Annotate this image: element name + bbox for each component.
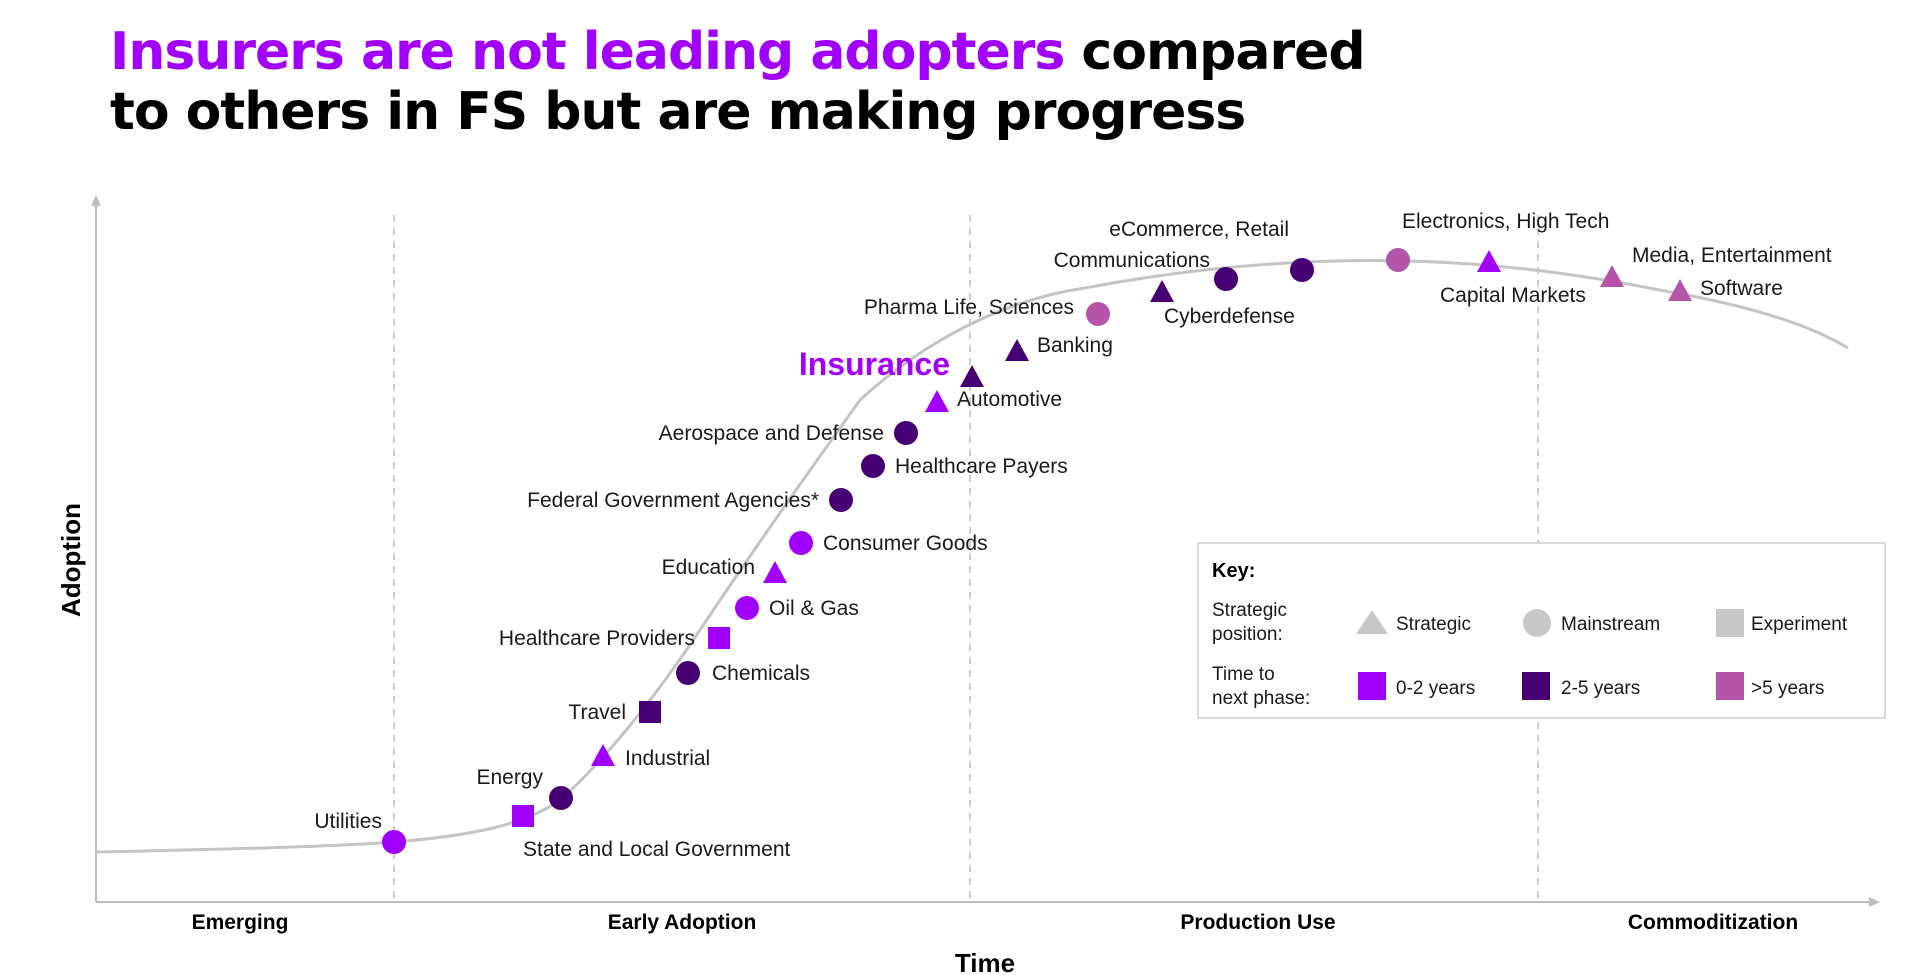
label-utilities: Utilities bbox=[314, 810, 382, 833]
marker-aerospace-and-defense bbox=[894, 421, 918, 445]
marker-cyberdefense bbox=[1214, 267, 1238, 291]
label-chemicals: Chemicals bbox=[712, 662, 810, 685]
marker-energy bbox=[549, 786, 573, 810]
label-electronics-high-tech: Electronics, High Tech bbox=[1402, 210, 1609, 233]
label-media-entertainment: Media, Entertainment bbox=[1632, 244, 1832, 267]
marker-travel bbox=[639, 701, 661, 723]
label-banking: Banking bbox=[1037, 334, 1113, 357]
marker-utilities bbox=[382, 830, 406, 854]
marker-oil-gas bbox=[735, 596, 759, 620]
key-0-2-years-text: 0-2 years bbox=[1396, 678, 1475, 699]
key-swatch-0-2-years bbox=[1358, 672, 1386, 700]
label-cyberdefense: Cyberdefense bbox=[1164, 305, 1295, 328]
marker-ecommerce-retail bbox=[1290, 258, 1314, 282]
label-healthcare-payers: Healthcare Payers bbox=[895, 455, 1068, 478]
label-federal-government-agencies: Federal Government Agencies* bbox=[527, 489, 819, 512]
marker-industrial bbox=[591, 744, 615, 766]
label-energy: Energy bbox=[476, 766, 543, 789]
marker-electronics-high-tech bbox=[1386, 248, 1410, 272]
adoption-curve bbox=[95, 259, 1849, 854]
label-capital-markets: Capital Markets bbox=[1440, 284, 1586, 307]
key-square-icon bbox=[1716, 609, 1744, 637]
marker-communications bbox=[1150, 280, 1174, 302]
marker-federal-government-agencies bbox=[829, 488, 853, 512]
key-time-label-1: Time to bbox=[1212, 664, 1275, 685]
label-ecommerce-retail: eCommerce, Retail bbox=[1109, 218, 1289, 241]
label-consumer-goods: Consumer Goods bbox=[823, 532, 988, 555]
label-healthcare-providers: Healthcare Providers bbox=[499, 627, 695, 650]
key-swatch-5-plus-years bbox=[1716, 672, 1744, 700]
x-axis-title: Time bbox=[955, 948, 1015, 975]
label-industrial: Industrial bbox=[625, 747, 710, 770]
key-circle-icon bbox=[1523, 609, 1551, 637]
marker-pharma-life-sciences bbox=[1086, 302, 1110, 326]
marker-capital-markets bbox=[1477, 250, 1501, 272]
phase-label-emerging: Emerging bbox=[192, 911, 289, 934]
phase-label-early-adoption: Early Adoption bbox=[608, 911, 757, 934]
title-accent: Insurers are not leading adopters bbox=[110, 22, 1065, 82]
key-time-label-2: next phase: bbox=[1212, 688, 1310, 709]
key-strategic-label-1: Strategic bbox=[1212, 600, 1287, 621]
label-oil-gas: Oil & Gas bbox=[769, 597, 859, 620]
phase-label-commoditization: Commoditization bbox=[1628, 911, 1798, 934]
title-rest: compared bbox=[1064, 22, 1365, 82]
key-heading: Key: bbox=[1212, 560, 1255, 582]
marker-consumer-goods bbox=[789, 531, 813, 555]
label-insurance: Insurance bbox=[799, 346, 950, 382]
marker-education bbox=[763, 561, 787, 583]
marker-healthcare-payers bbox=[861, 454, 885, 478]
y-axis-title: Adoption bbox=[56, 503, 86, 617]
key-2-5-years-text: 2-5 years bbox=[1561, 678, 1640, 699]
label-state-and-local-government: State and Local Government bbox=[523, 838, 790, 861]
marker-healthcare-providers bbox=[708, 627, 730, 649]
label-software: Software bbox=[1700, 277, 1783, 300]
label-aerospace-and-defense: Aerospace and Defense bbox=[659, 422, 884, 445]
key-triangle-icon bbox=[1356, 610, 1388, 634]
key-strategic-text: Strategic bbox=[1396, 614, 1471, 635]
marker-state-and-local-government bbox=[512, 805, 534, 827]
marker-insurance bbox=[960, 365, 984, 387]
marker-software bbox=[1668, 279, 1692, 301]
label-education: Education bbox=[662, 556, 755, 579]
marker-chemicals bbox=[676, 661, 700, 685]
data-points bbox=[382, 248, 1692, 854]
label-automotive: Automotive bbox=[957, 388, 1062, 411]
marker-banking bbox=[1005, 339, 1029, 361]
key-strategic-label-2: position: bbox=[1212, 624, 1283, 645]
marker-automotive bbox=[925, 390, 949, 412]
data-labels: Utilities State and Local Government Energ… bbox=[314, 210, 1831, 861]
key-panel: Key: Strategic position: Time to next ph… bbox=[1197, 542, 1886, 719]
marker-media-entertainment bbox=[1600, 265, 1624, 287]
key-mainstream-text: Mainstream bbox=[1561, 614, 1660, 635]
label-pharma-life-sciences: Pharma Life, Sciences bbox=[864, 296, 1074, 319]
label-communications: Communications bbox=[1054, 249, 1210, 272]
title-line-2: to others in FS but are making progress bbox=[110, 82, 1246, 142]
key-5-plus-years-text: >5 years bbox=[1751, 678, 1824, 699]
key-experiment-text: Experiment bbox=[1751, 614, 1848, 635]
phase-label-production-use: Production Use bbox=[1180, 911, 1335, 934]
key-swatch-2-5-years bbox=[1522, 672, 1550, 700]
page-title: Insurers are not leading adopters compar… bbox=[110, 22, 1366, 142]
label-travel: Travel bbox=[568, 701, 626, 724]
